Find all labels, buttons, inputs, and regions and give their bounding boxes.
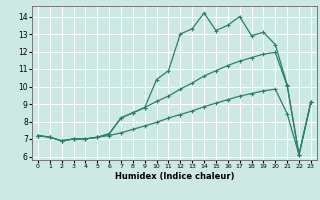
X-axis label: Humidex (Indice chaleur): Humidex (Indice chaleur) <box>115 172 234 181</box>
